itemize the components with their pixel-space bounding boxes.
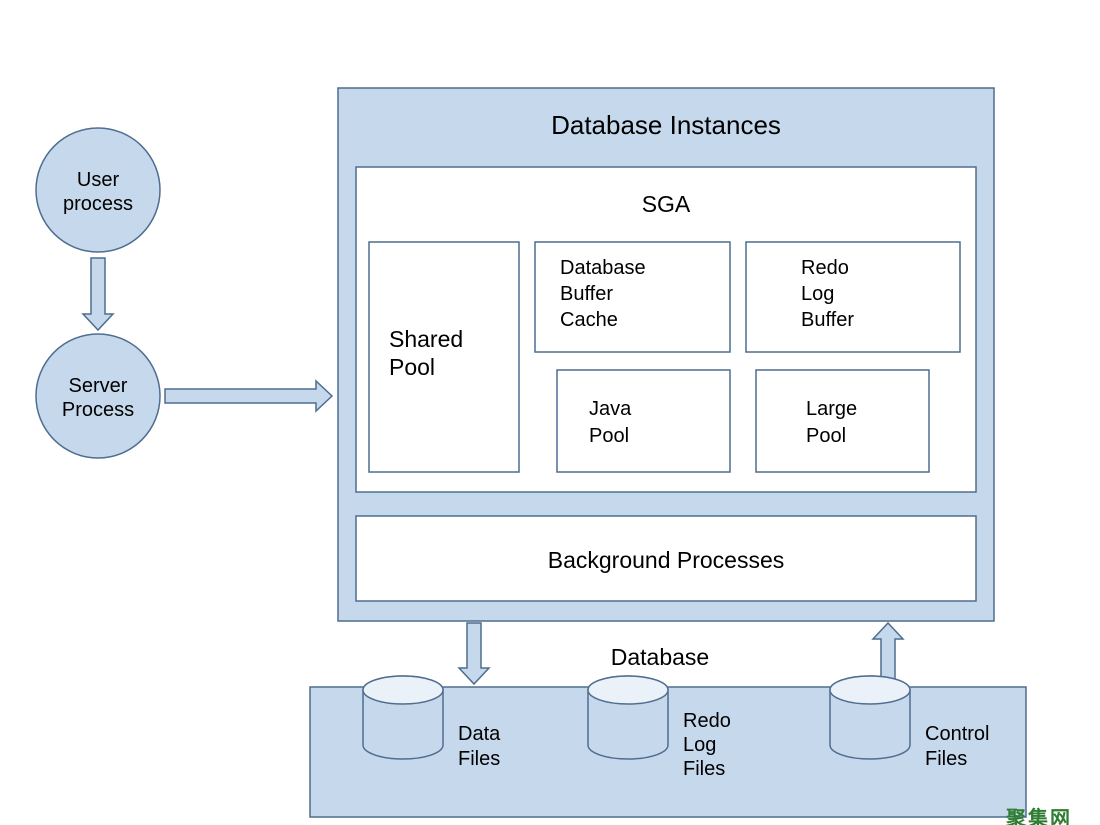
user-l2: process [63, 193, 133, 215]
user-l1: User [77, 169, 120, 191]
redofiles-l2: Log [683, 734, 716, 756]
datafiles-l2: Files [458, 748, 500, 770]
arrow-db-to-instance [873, 623, 903, 684]
redo-buffer-l2: Log [801, 283, 834, 305]
java-pool-l2: Pool [589, 425, 629, 447]
arrow-instance-to-db [459, 623, 489, 684]
shared-pool-l1: Shared [389, 326, 463, 352]
control-files-cylinder [830, 676, 910, 759]
redo-buffer-l1: Redo [801, 257, 849, 279]
java-pool-box [557, 370, 730, 472]
server-l2: Process [62, 399, 134, 421]
datafiles-l1: Data [458, 723, 501, 745]
buffer-cache-l1: Database [560, 257, 646, 279]
redofiles-l1: Redo [683, 710, 731, 732]
shared-pool-l2: Pool [389, 354, 435, 380]
controlfiles-l1: Control [925, 723, 989, 745]
bg-processes-label: Background Processes [548, 547, 785, 573]
large-pool-l2: Pool [806, 425, 846, 447]
arrow-user-to-server [83, 258, 113, 330]
java-pool-l1: Java [589, 398, 632, 420]
redo-buffer-l3: Buffer [801, 309, 854, 331]
buffer-cache-l3: Cache [560, 309, 618, 331]
large-pool-l1: Large [806, 398, 857, 420]
controlfiles-l2: Files [925, 748, 967, 770]
instances-title: Database Instances [551, 110, 781, 140]
redo-log-files-cylinder [588, 676, 668, 759]
redo-buffer-box [746, 242, 960, 352]
arrow-server-to-instance [165, 381, 332, 411]
redofiles-l3: Files [683, 758, 725, 780]
large-pool-box [756, 370, 929, 472]
buffer-cache-l2: Buffer [560, 283, 613, 305]
server-l1: Server [69, 375, 128, 397]
sga-title: SGA [642, 191, 691, 217]
architecture-diagram: Database InstancesSGASharedPoolDatabaseB… [0, 0, 1100, 825]
database-label: Database [611, 644, 709, 670]
data-files-cylinder [363, 676, 443, 759]
